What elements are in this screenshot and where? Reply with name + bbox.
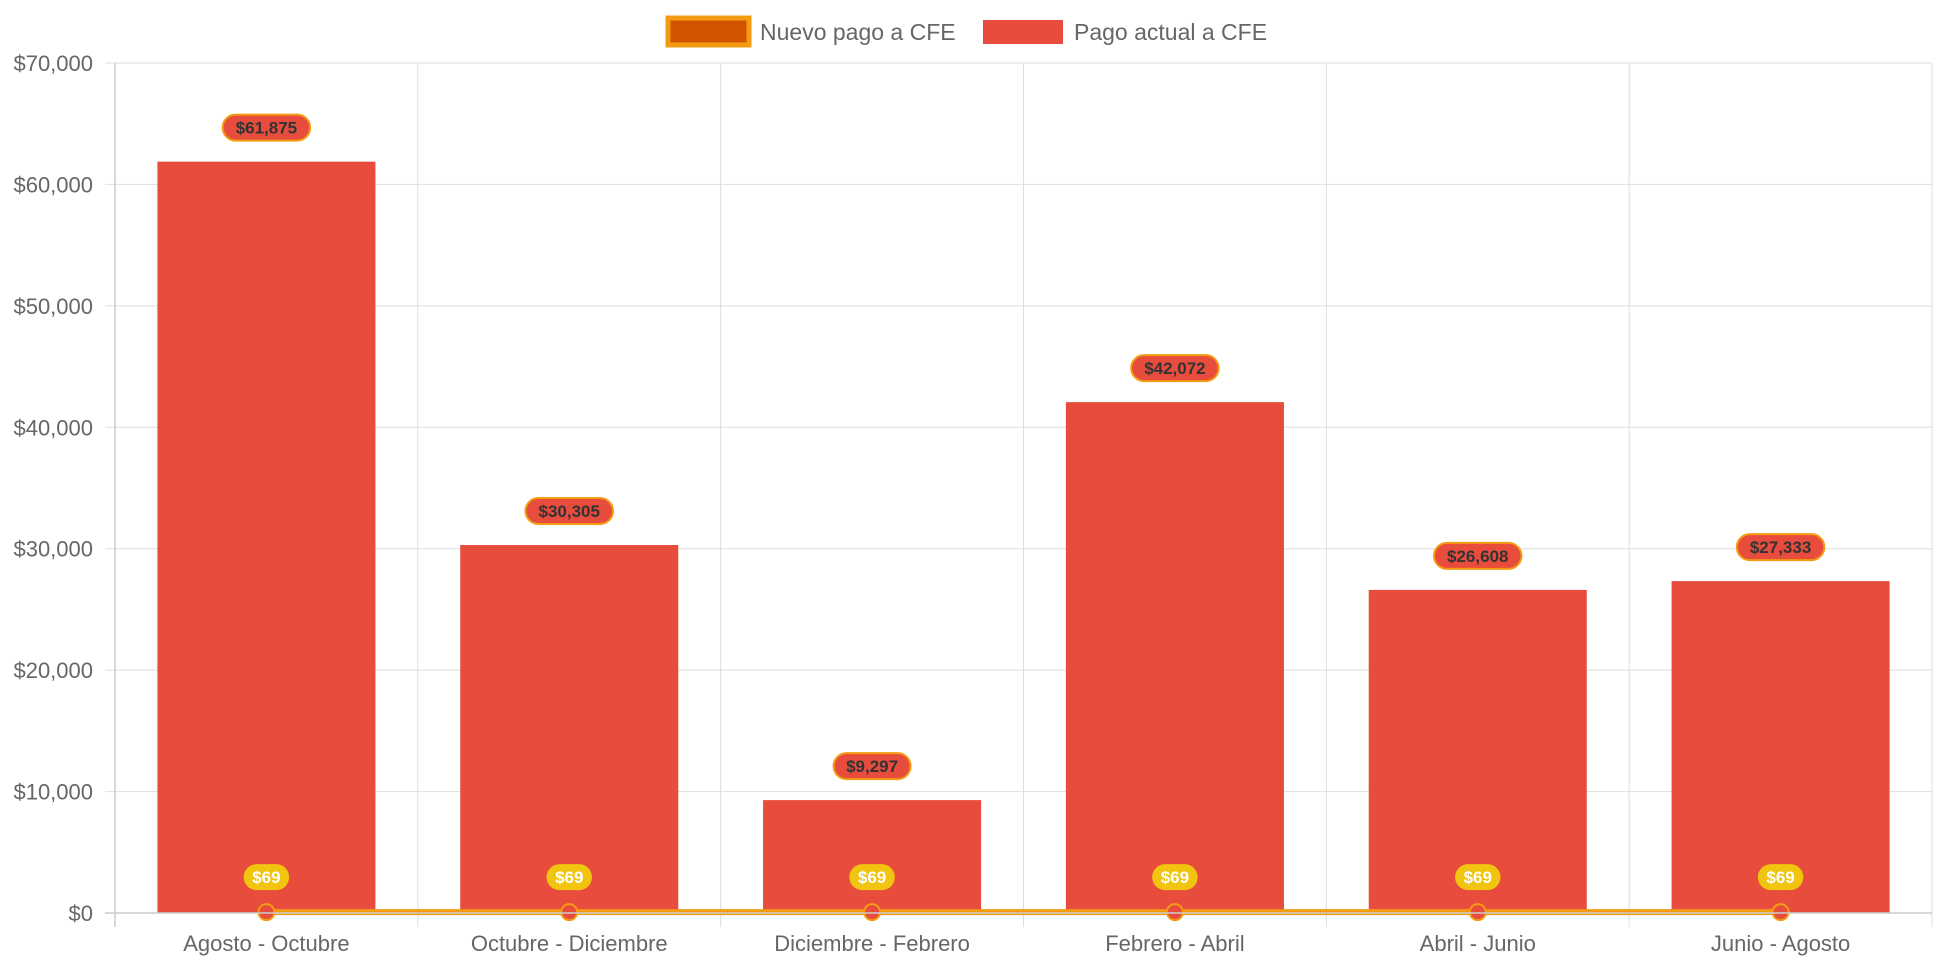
x-tick-label: Agosto - Octubre [183, 931, 349, 956]
data-label-nuevo-pago: $69 [1766, 868, 1794, 887]
data-label-nuevo-pago: $69 [1464, 868, 1492, 887]
point-nuevo-pago [560, 903, 579, 922]
legend-swatch-nuevo-pago [665, 15, 752, 48]
data-label-pago-actual: $42,072 [1144, 359, 1205, 378]
x-tick-label: Abril - Junio [1420, 931, 1536, 956]
y-tick-label: $30,000 [13, 537, 93, 562]
data-label-pago-actual: $26,608 [1447, 547, 1508, 566]
data-label-pago-actual: $27,333 [1750, 538, 1811, 557]
point-nuevo-pago [257, 903, 276, 922]
y-tick-label: $60,000 [13, 172, 93, 197]
data-label-pago-actual: $9,297 [846, 757, 898, 776]
data-label-bg-pago-actual [832, 752, 912, 781]
bars-series [157, 161, 1890, 914]
bar-pago-actual [460, 545, 679, 913]
x-tick-label: Octubre - Diciembre [471, 931, 668, 956]
legend-label-nuevo-pago: Nuevo pago a CFE [760, 19, 956, 45]
point-nuevo-pago [1165, 903, 1184, 922]
point-nuevo-pago [1468, 903, 1487, 922]
data-label-nuevo-pago: $69 [252, 868, 280, 887]
y-tick-label: $40,000 [13, 415, 93, 440]
data-label-bg-pago-actual [1735, 533, 1826, 562]
data-label-bg-pago-actual [524, 497, 614, 526]
data-label-bg-nuevo-pago [1757, 864, 1804, 891]
data-labels: $61,875 $30,305 $9,297 $42,072 $26,608 $27,33… [221, 113, 1826, 891]
data-label-nuevo-pago: $69 [555, 868, 583, 887]
data-label-bg-nuevo-pago [849, 864, 895, 891]
legend: Nuevo pago a CFE Pago actual a CFE [665, 15, 1267, 48]
legend-swatch-pago-actual [983, 20, 1063, 44]
bar-pago-actual [1368, 589, 1587, 913]
point-nuevo-pago [863, 903, 882, 922]
data-label-nuevo-pago: $69 [1161, 868, 1189, 887]
legend-item-pago-actual[interactable]: Pago actual a CFE [983, 19, 1267, 45]
legend-item-nuevo-pago[interactable]: Nuevo pago a CFE [665, 15, 956, 48]
x-tick-label: Junio - Agosto [1711, 931, 1850, 956]
axes: $0 $10,000 $20,000 $30,000 $40,000 $50,000 $60… [13, 51, 1932, 956]
bar-pago-actual [157, 161, 376, 914]
data-label-pago-actual: $61,875 [236, 119, 297, 138]
bar-pago-actual [1065, 402, 1284, 913]
data-label-bg-pago-actual [1433, 541, 1523, 570]
data-label-bg-nuevo-pago [243, 864, 290, 891]
y-tick-label: $70,000 [13, 51, 93, 76]
data-label-pago-actual: $30,305 [539, 502, 600, 521]
bar-pago-actual [1671, 581, 1890, 913]
y-tick-label: $0 [69, 901, 93, 926]
bar-pago-actual [763, 800, 982, 913]
y-tick-label: $20,000 [13, 658, 93, 683]
legend-label-pago-actual: Pago actual a CFE [1074, 19, 1267, 45]
data-label-bg-pago-actual [221, 113, 312, 142]
data-label-bg-pago-actual [1130, 354, 1220, 383]
data-label-bg-nuevo-pago [546, 864, 592, 891]
grid-lines [105, 62, 1933, 927]
data-label-bg-nuevo-pago [1455, 864, 1501, 891]
y-tick-label: $10,000 [13, 780, 93, 805]
line-series [257, 903, 1790, 922]
x-tick-label: Febrero - Abril [1105, 931, 1244, 956]
data-label-nuevo-pago: $69 [858, 868, 886, 887]
data-label-bg-nuevo-pago [1152, 864, 1198, 891]
y-tick-label: $50,000 [13, 294, 93, 319]
point-nuevo-pago [1771, 903, 1790, 922]
x-tick-label: Diciembre - Febrero [774, 931, 970, 956]
